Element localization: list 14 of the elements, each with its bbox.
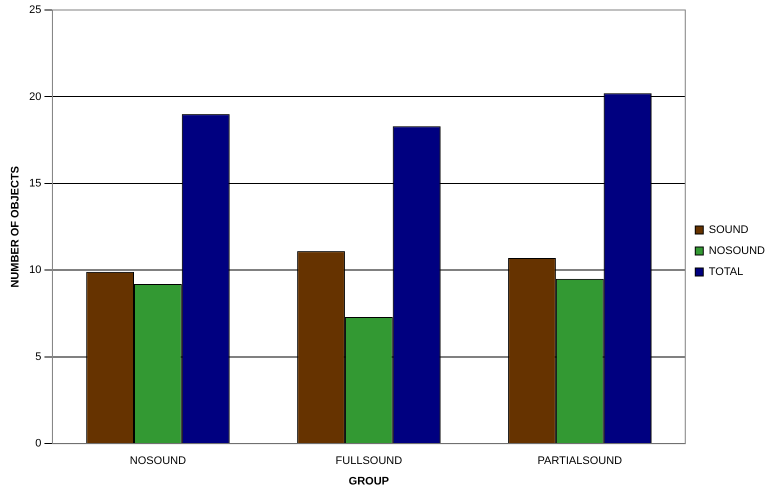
y-tick-label: 10 — [29, 264, 42, 276]
y-axis-title: NUMBER OF OBJECTS — [10, 166, 22, 288]
y-tick-label: 15 — [29, 177, 42, 190]
legend-label: NOSOUND — [708, 245, 766, 258]
legend-label: TOTAL — [708, 266, 744, 278]
y-tick-label: 0 — [35, 438, 42, 450]
x-tick-label: FULLSOUND — [336, 455, 402, 468]
y-tick-label: 5 — [35, 350, 42, 363]
y-tick-label: 20 — [29, 90, 42, 103]
y-tick-label: 25 — [29, 4, 42, 16]
legend-label: SOUND — [708, 224, 749, 236]
x-axis-title: GROUP — [348, 475, 390, 488]
x-tick-label: PARTIALSOUND — [538, 455, 622, 468]
x-tick-label: NOSOUND — [130, 455, 186, 468]
